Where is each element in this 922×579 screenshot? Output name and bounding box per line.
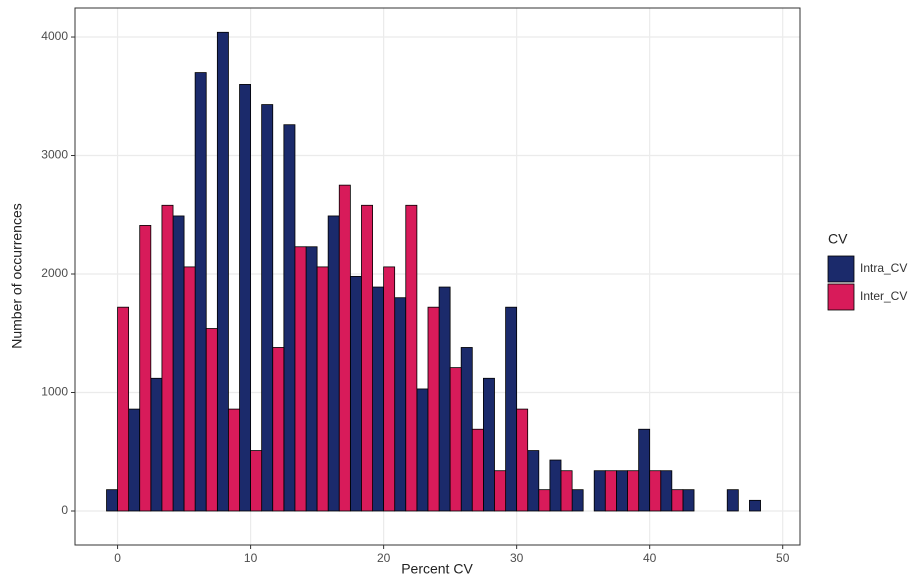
x-axis-title: Percent CV xyxy=(401,561,473,577)
bar xyxy=(405,204,418,512)
bar xyxy=(627,470,640,512)
bar xyxy=(239,84,251,512)
bar xyxy=(228,408,240,512)
bar xyxy=(272,347,285,512)
x-tick-label: 10 xyxy=(244,551,258,565)
bar xyxy=(726,489,739,512)
bar xyxy=(682,489,695,512)
legend-label: Intra_CV xyxy=(860,261,907,275)
bar xyxy=(139,225,152,512)
bar xyxy=(593,470,606,512)
bar xyxy=(538,489,551,512)
bar xyxy=(349,275,362,512)
x-tick-label: 20 xyxy=(377,551,391,565)
bar xyxy=(482,377,495,512)
bar xyxy=(372,286,385,512)
bar xyxy=(161,204,174,512)
panel-border xyxy=(74,7,801,546)
bar xyxy=(560,470,573,512)
x-tick-label: 40 xyxy=(643,551,657,565)
bar xyxy=(471,428,484,512)
bar xyxy=(604,470,617,512)
bar xyxy=(516,408,529,512)
bar xyxy=(338,184,351,512)
bar xyxy=(316,266,329,512)
bar xyxy=(305,246,318,512)
bar xyxy=(460,347,473,512)
bar xyxy=(361,204,373,512)
y-tick-label: 4000 xyxy=(41,29,68,43)
x-tick-label: 50 xyxy=(776,551,790,565)
legend-swatch xyxy=(827,255,855,283)
bar xyxy=(150,377,163,512)
bar xyxy=(549,459,562,512)
bar xyxy=(494,470,507,512)
legend-label: Inter_CV xyxy=(860,289,907,303)
y-tick-label: 0 xyxy=(61,503,68,517)
bar xyxy=(527,450,540,512)
bar xyxy=(394,297,407,512)
bar xyxy=(216,31,229,512)
bar xyxy=(106,489,118,512)
legend-title: CV xyxy=(828,231,848,247)
x-tick-label: 0 xyxy=(114,551,121,565)
bar xyxy=(438,286,451,512)
bar xyxy=(427,306,440,512)
bar xyxy=(250,450,263,512)
bar xyxy=(294,246,307,512)
legend-swatch xyxy=(827,283,855,311)
bar xyxy=(205,328,218,512)
bar xyxy=(117,306,130,512)
bar xyxy=(194,72,207,512)
bar xyxy=(449,367,462,512)
bar xyxy=(416,388,429,512)
bar xyxy=(383,266,396,512)
bar xyxy=(616,470,628,512)
x-tick-label: 30 xyxy=(510,551,524,565)
bar xyxy=(671,489,684,512)
bar xyxy=(660,470,673,512)
bar xyxy=(172,215,185,512)
y-tick-label: 2000 xyxy=(41,266,68,280)
bar xyxy=(327,215,340,512)
y-tick-label: 3000 xyxy=(41,148,68,162)
y-axis-title: Number of occurrences xyxy=(9,203,25,349)
bar xyxy=(283,124,296,512)
bar xyxy=(183,266,196,512)
bar xyxy=(571,489,584,512)
bar xyxy=(505,306,518,512)
bar xyxy=(128,408,141,512)
bar xyxy=(649,470,662,512)
y-tick-label: 1000 xyxy=(41,385,68,399)
bar xyxy=(638,428,651,512)
bar xyxy=(261,104,274,512)
bar xyxy=(749,499,761,512)
